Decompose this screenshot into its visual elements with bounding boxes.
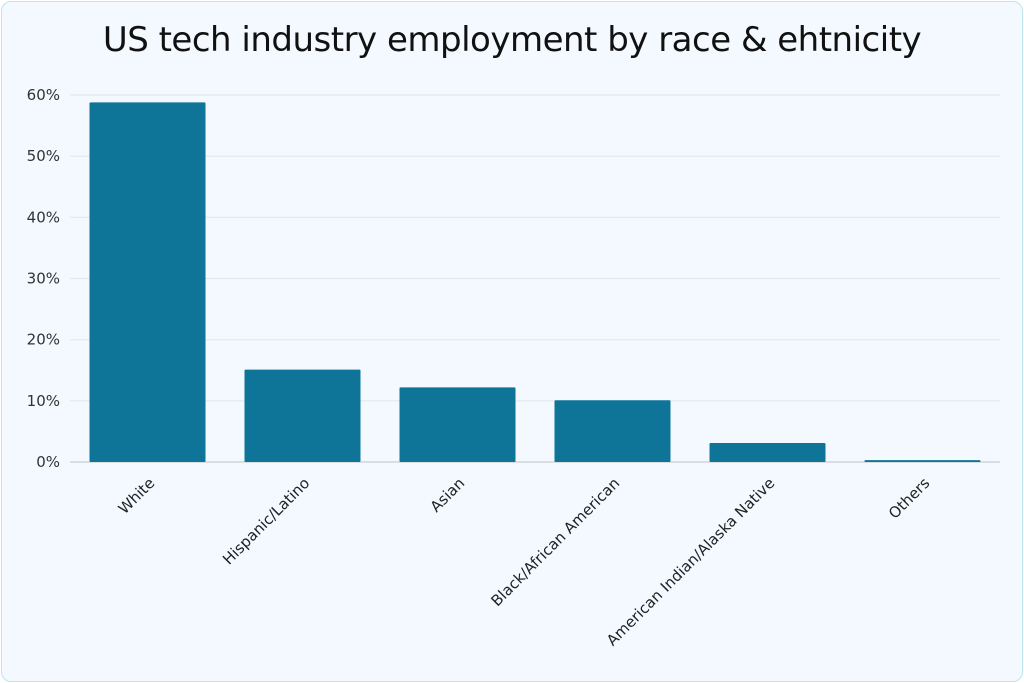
x-tick-label: Asian bbox=[427, 474, 469, 516]
x-tick-label: American Indian/Alaska Native bbox=[603, 474, 778, 649]
x-tick-label: Others bbox=[885, 474, 934, 523]
y-tick-label: 20% bbox=[27, 331, 60, 349]
y-tick-label: 10% bbox=[27, 392, 60, 410]
y-tick-label: 50% bbox=[27, 147, 60, 165]
x-tick-label: White bbox=[115, 474, 159, 518]
bar-others bbox=[864, 460, 981, 462]
bar-asian bbox=[399, 387, 516, 462]
y-tick-label: 30% bbox=[27, 270, 60, 288]
x-tick-label: Black/African American bbox=[488, 474, 624, 610]
y-tick-label: 40% bbox=[27, 208, 60, 226]
x-tick-label: Hispanic/Latino bbox=[219, 474, 313, 568]
y-tick-label: 60% bbox=[27, 86, 60, 104]
bar-american-indian-alaska-native bbox=[709, 443, 826, 462]
y-tick-label: 0% bbox=[36, 453, 60, 471]
chart-title: US tech industry employment by race & eh… bbox=[102, 20, 922, 60]
bar-hispanic-latino bbox=[244, 369, 361, 462]
bar-black-african-american bbox=[554, 400, 671, 462]
bar-white bbox=[89, 102, 206, 462]
